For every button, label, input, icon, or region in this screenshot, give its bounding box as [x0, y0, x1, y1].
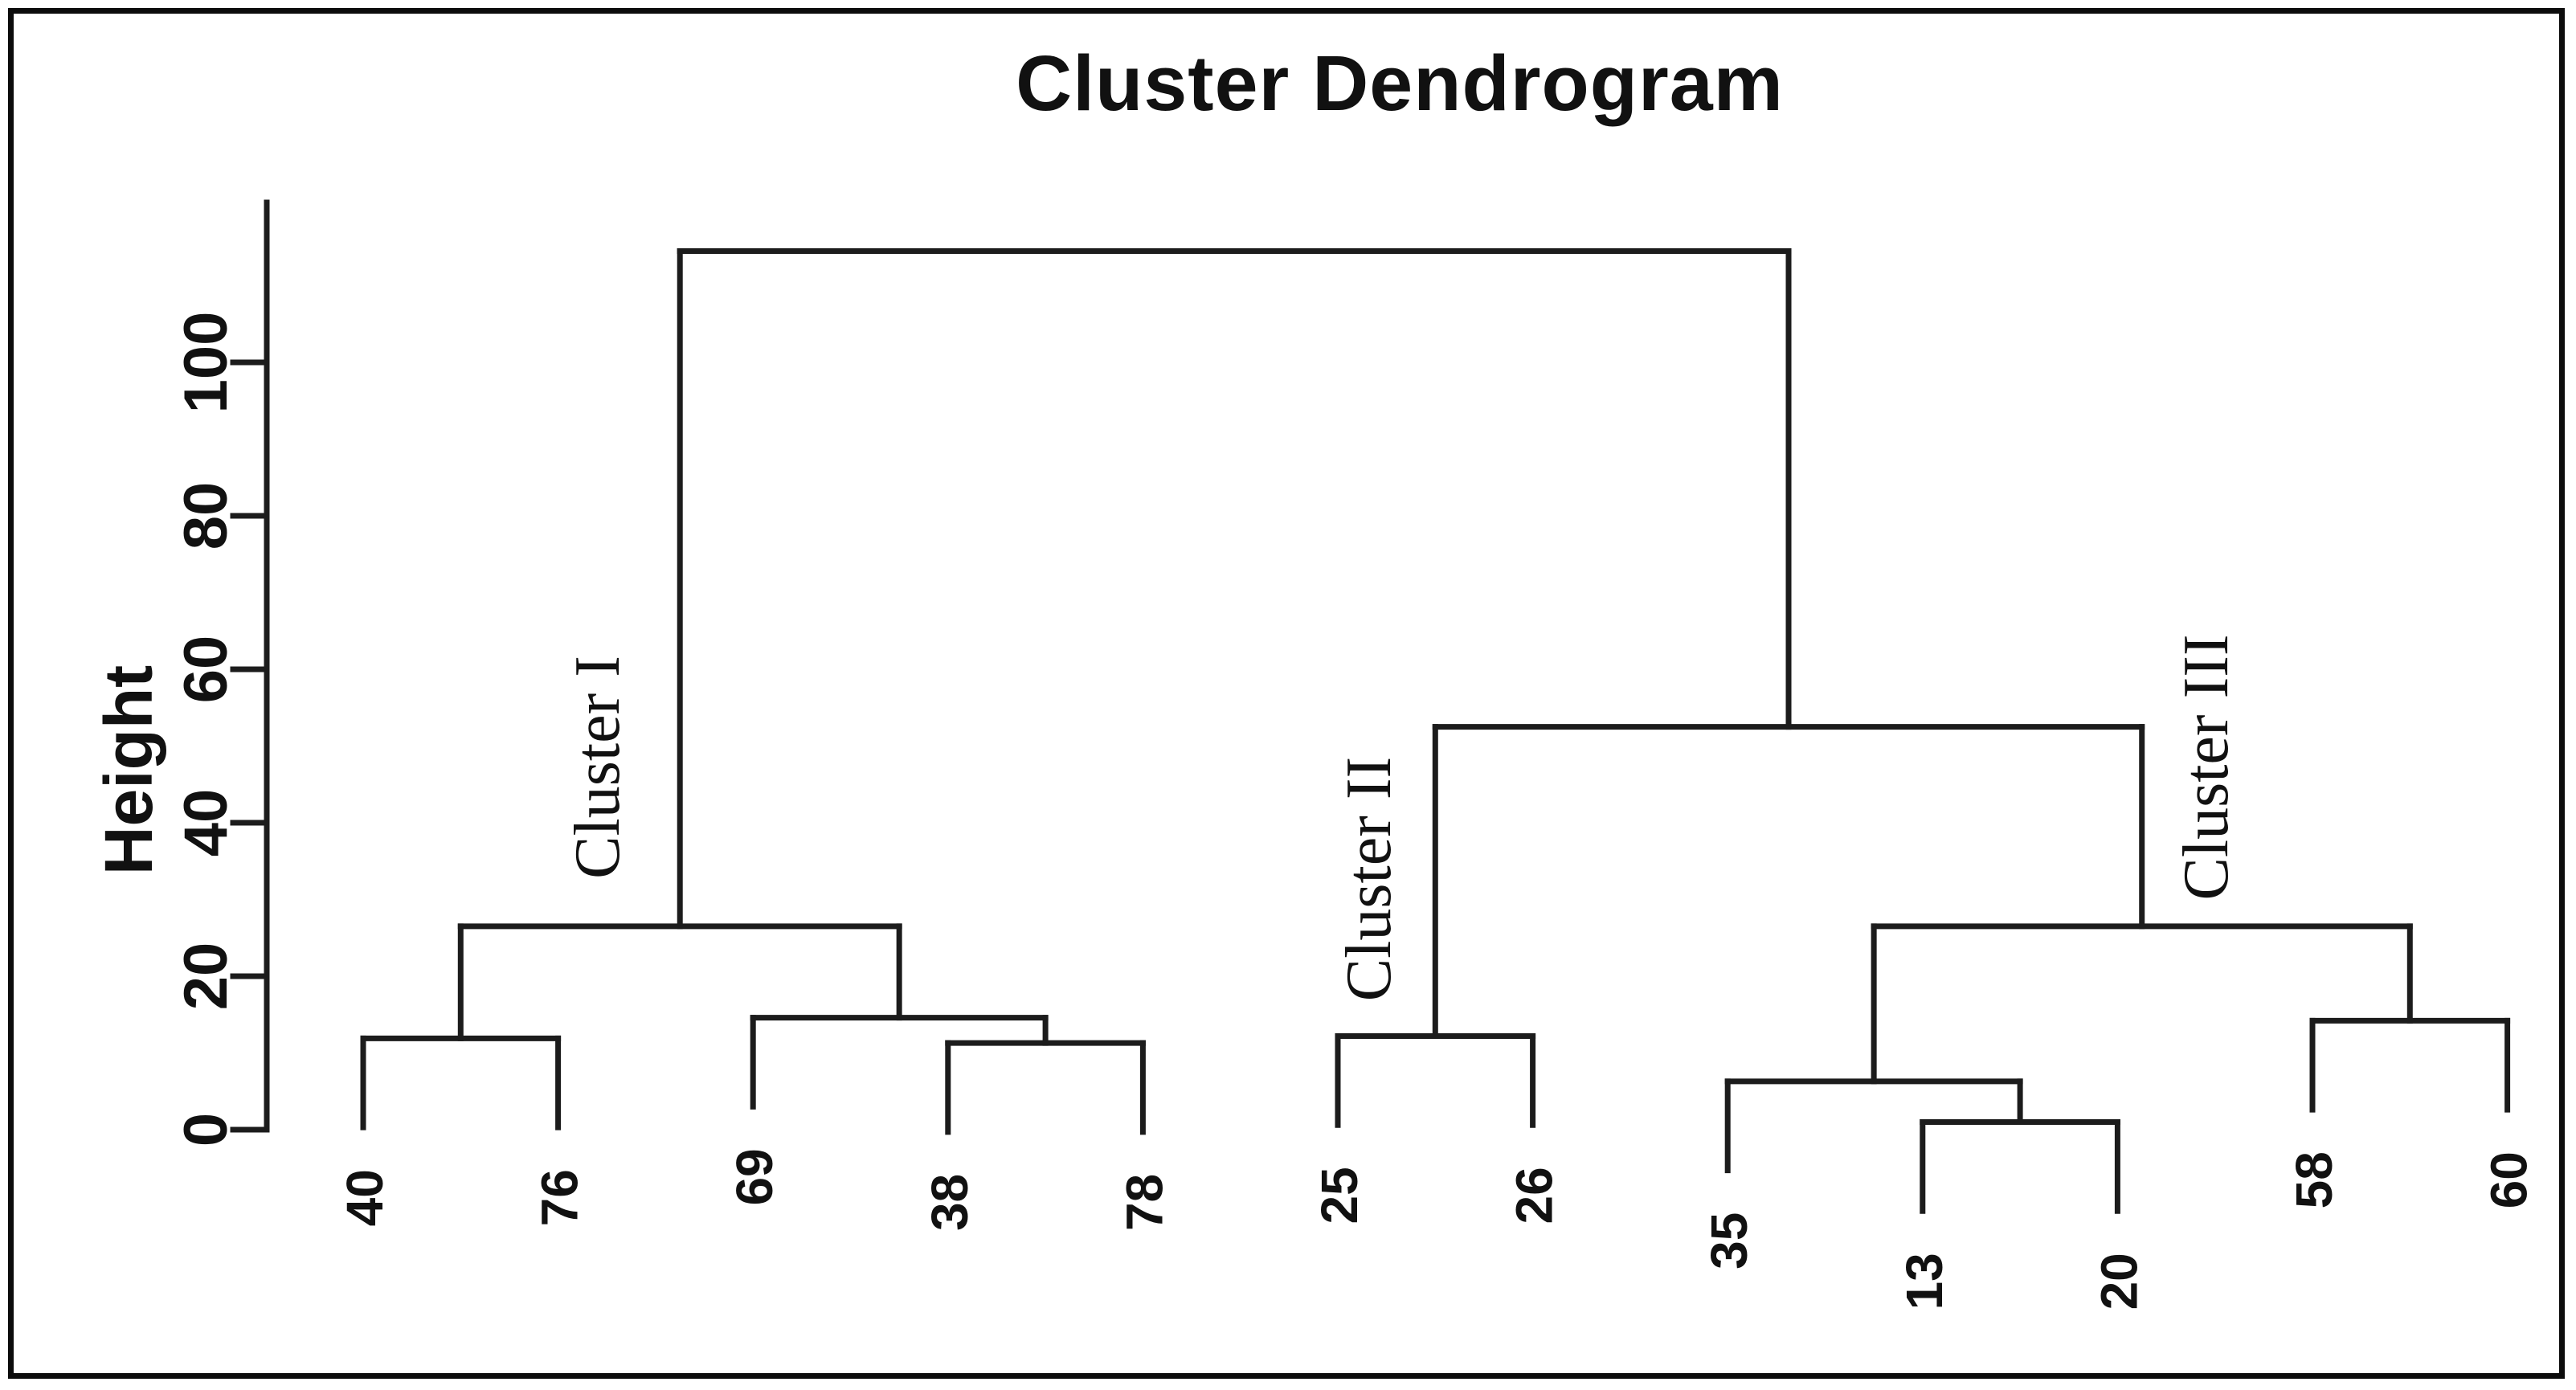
leaf-label-38: 38 [921, 1174, 979, 1231]
cluster-annotations: Cluster I Cluster II Cluster III [562, 634, 2242, 1001]
y-tick-label: 80 [172, 482, 240, 550]
y-axis: 0 20 40 60 80 100 [172, 199, 270, 1147]
y-tick-label: 60 [172, 636, 240, 704]
cluster-annotation-cluster-ii: Cluster II [1334, 757, 1405, 1001]
dendrogram-tree [360, 248, 2511, 1214]
leaf-labels: 40 76 38 78 69 25 26 13 20 35 58 60 [336, 1148, 2538, 1310]
leaf-label-13: 13 [1895, 1253, 1953, 1310]
y-tick-label: 0 [172, 1113, 240, 1147]
cluster-annotation-cluster-iii: Cluster III [2171, 634, 2242, 900]
cluster-annotation-cluster-i: Cluster I [562, 656, 633, 879]
y-tick-label: 20 [172, 942, 240, 1011]
chart-title: Cluster Dendrogram [1016, 39, 1784, 127]
leaf-label-25: 25 [1310, 1167, 1368, 1224]
leaf-label-60: 60 [2480, 1151, 2538, 1208]
leaf-label-78: 78 [1115, 1174, 1173, 1231]
leaf-label-35: 35 [1700, 1212, 1758, 1269]
leaf-label-76: 76 [531, 1169, 589, 1226]
leaf-label-58: 58 [2285, 1151, 2343, 1208]
y-tick-label: 100 [172, 312, 240, 414]
leaf-label-40: 40 [336, 1169, 394, 1226]
leaf-label-69: 69 [726, 1148, 783, 1205]
leaf-label-26: 26 [1506, 1167, 1564, 1224]
y-tick-label: 40 [172, 789, 240, 857]
leaf-label-20: 20 [2090, 1253, 2148, 1310]
